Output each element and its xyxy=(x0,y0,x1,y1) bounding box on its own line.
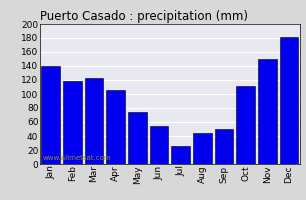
Bar xyxy=(150,126,168,164)
Bar xyxy=(85,78,103,164)
Bar xyxy=(215,129,233,164)
Bar xyxy=(237,86,255,164)
Text: www.allmetsat.com: www.allmetsat.com xyxy=(42,155,111,161)
Bar xyxy=(258,59,277,164)
Text: Puerto Casado : precipitation (mm): Puerto Casado : precipitation (mm) xyxy=(40,10,248,23)
Bar xyxy=(171,146,190,164)
Bar xyxy=(41,66,60,164)
Bar xyxy=(128,111,147,164)
Bar xyxy=(193,133,211,164)
Bar xyxy=(106,90,125,164)
Bar xyxy=(63,81,81,164)
Bar xyxy=(280,37,298,164)
